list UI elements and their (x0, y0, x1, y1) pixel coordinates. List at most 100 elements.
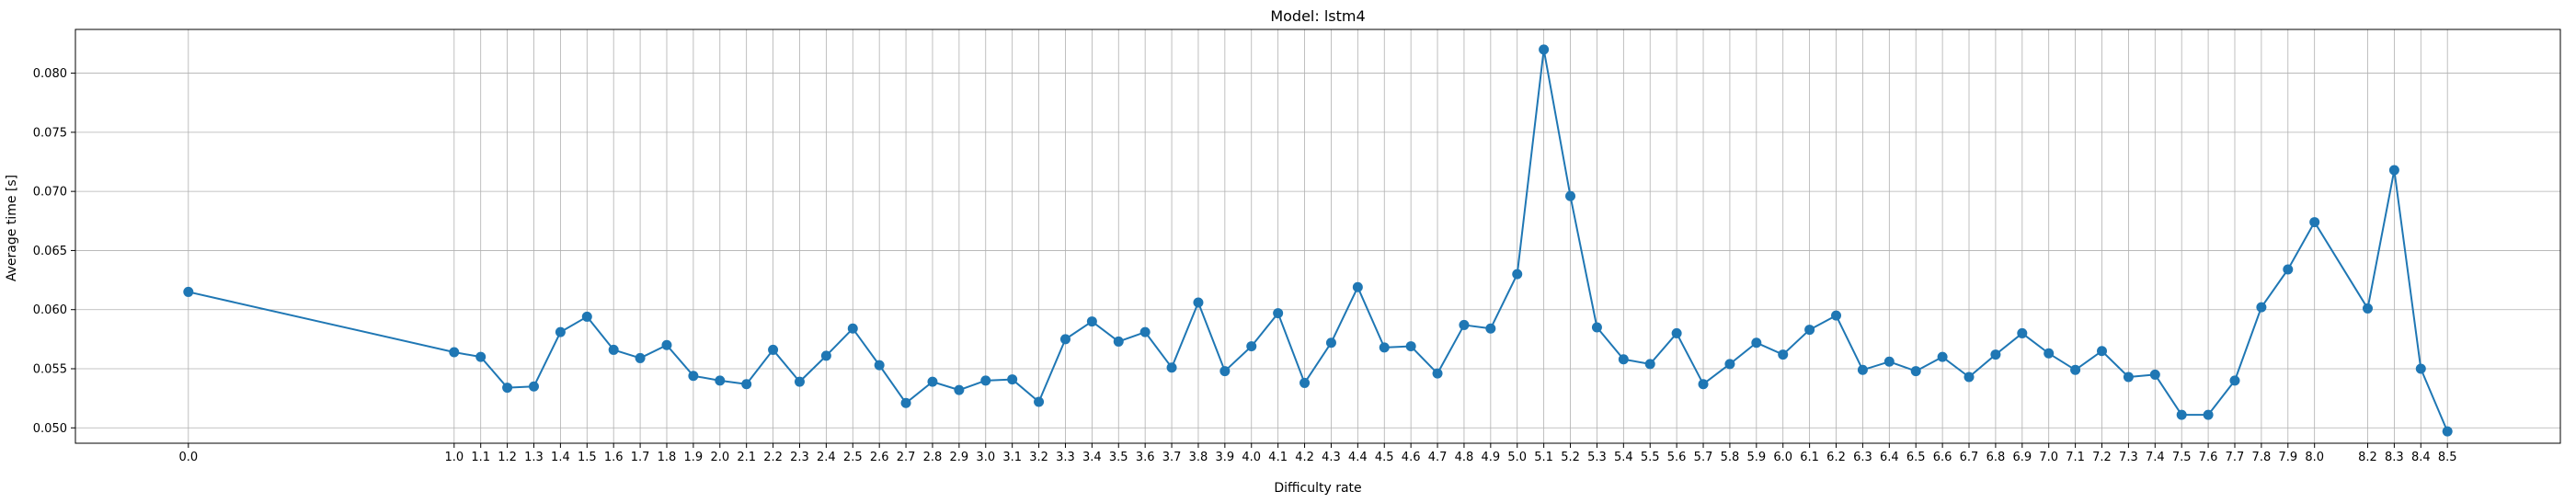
data-point (1034, 396, 1045, 407)
data-point (1485, 323, 1496, 334)
data-point (1539, 44, 1550, 55)
x-axis-ticks: 0.0 1.0 1.1 1.2 1.3 1.4 1.5 1.6 1.7 1.8 1.9 2.0 2.1 2… (178, 443, 2457, 464)
data-point (1352, 281, 1363, 292)
data-point (1299, 377, 1311, 388)
x-tick-label: 7.7 (2226, 451, 2245, 464)
data-point (1219, 366, 1231, 377)
x-tick-label: 2.1 (737, 451, 756, 464)
x-tick-label: 0.0 (178, 451, 198, 464)
data-point (555, 326, 566, 337)
data-point (2070, 364, 2081, 375)
x-tick-label: 3.4 (1082, 451, 1102, 464)
x-tick-label: 8.0 (2305, 451, 2324, 464)
x-tick-label: 4.7 (1428, 451, 1448, 464)
x-tick-label: 4.4 (1348, 451, 1368, 464)
x-tick-label: 3.1 (1002, 451, 1022, 464)
data-point (874, 360, 885, 371)
y-axis-label: Average time [s] (5, 175, 19, 281)
x-tick-label: 8.2 (2358, 451, 2377, 464)
x-tick-label: 3.6 (1136, 451, 1155, 464)
data-point (1193, 297, 1204, 308)
x-tick-label: 4.8 (1455, 451, 1474, 464)
x-tick-label: 5.9 (1746, 451, 1766, 464)
x-tick-label: 4.3 (1322, 451, 1341, 464)
x-tick-label: 6.4 (1880, 451, 1899, 464)
x-tick-label: 7.6 (2199, 451, 2218, 464)
grid-layer (75, 29, 2560, 443)
data-point (768, 344, 779, 355)
data-point (980, 375, 991, 386)
data-point (2388, 165, 2399, 176)
x-tick-label: 7.4 (2146, 451, 2165, 464)
x-tick-label: 6.8 (1986, 451, 2006, 464)
data-point (2362, 303, 2373, 314)
data-point (2176, 409, 2187, 420)
x-tick-label: 6.3 (1853, 451, 1872, 464)
x-tick-label: 7.1 (2066, 451, 2085, 464)
x-tick-label: 4.2 (1295, 451, 1314, 464)
data-point (2097, 346, 2108, 357)
x-tick-label: 1.4 (551, 451, 570, 464)
data-point (2203, 409, 2214, 420)
data-point (502, 383, 513, 394)
x-tick-label: 2.3 (790, 451, 809, 464)
data-point (2229, 375, 2240, 386)
data-point (1990, 349, 2001, 360)
data-point (1644, 359, 1655, 370)
data-point (741, 379, 752, 390)
data-point (1565, 190, 1576, 201)
x-tick-label: 4.6 (1402, 451, 1421, 464)
x-tick-label: 5.0 (1507, 451, 1527, 464)
data-point (183, 286, 194, 297)
plot-frame (74, 29, 2561, 444)
data-point (1724, 359, 1735, 370)
data-point (1325, 337, 1336, 349)
x-tick-label: 2.7 (897, 451, 916, 464)
x-tick-label: 6.6 (1933, 451, 1952, 464)
data-point (820, 350, 831, 361)
x-tick-label: 6.1 (1800, 451, 1819, 464)
series-line (188, 48, 2449, 432)
x-tick-label: 3.2 (1029, 451, 1048, 464)
data-point (1246, 341, 1257, 352)
x-tick-label: 3.3 (1056, 451, 1075, 464)
y-tick-label: 0.070 (33, 186, 67, 200)
data-point (1778, 349, 1789, 360)
x-axis-label: Difficulty rate (1274, 481, 1361, 496)
data-points-layer (183, 44, 2453, 437)
x-tick-label: 1.5 (578, 451, 597, 464)
data-point (1059, 334, 1070, 345)
x-tick-label: 4.1 (1268, 451, 1288, 464)
x-tick-label: 1.0 (444, 451, 464, 464)
x-tick-label: 1.2 (498, 451, 517, 464)
x-tick-label: 7.8 (2252, 451, 2272, 464)
x-tick-label: 2.9 (950, 451, 969, 464)
x-tick-label: 4.0 (1242, 451, 1261, 464)
chart-title: Model: lstm4 (1270, 7, 1365, 25)
data-point (1459, 319, 1470, 330)
x-tick-label: 6.9 (2012, 451, 2032, 464)
x-tick-label: 1.9 (684, 451, 704, 464)
data-point (1379, 342, 1390, 353)
data-point (475, 351, 487, 362)
data-point (715, 375, 726, 386)
y-tick-label: 0.050 (33, 422, 67, 436)
data-point (1007, 374, 1018, 385)
x-tick-label: 5.1 (1534, 451, 1553, 464)
x-tick-label: 2.2 (763, 451, 783, 464)
x-tick-label: 5.3 (1587, 451, 1607, 464)
x-tick-label: 2.0 (710, 451, 729, 464)
x-tick-label: 5.6 (1667, 451, 1687, 464)
x-tick-label: 4.5 (1375, 451, 1394, 464)
x-tick-label: 6.0 (1773, 451, 1792, 464)
data-point (1698, 379, 1709, 390)
data-point (528, 381, 539, 392)
x-tick-label: 3.8 (1189, 451, 1208, 464)
data-point (1432, 368, 1443, 379)
y-tick-label: 0.055 (33, 363, 67, 377)
data-point (635, 352, 646, 363)
x-tick-label: 5.7 (1694, 451, 1713, 464)
data-point (1937, 351, 1948, 362)
x-tick-label: 7.0 (2039, 451, 2058, 464)
